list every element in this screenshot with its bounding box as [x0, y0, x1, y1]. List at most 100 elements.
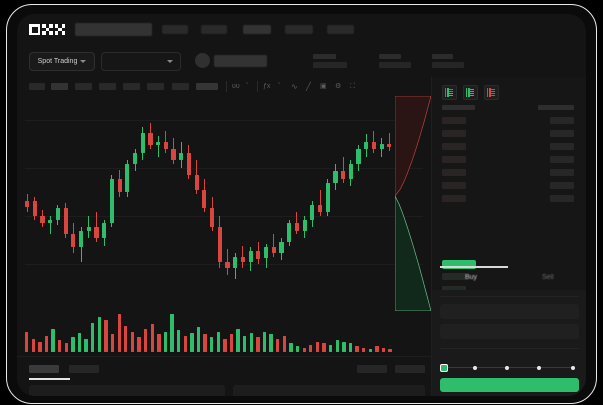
- orderbook-bid-row[interactable]: [442, 273, 466, 280]
- orderbook-ask-size: [550, 156, 574, 163]
- orders-tab-underline: [29, 378, 70, 380]
- settings-icon[interactable]: ⚙: [335, 83, 342, 90]
- volume-bar: [58, 340, 62, 352]
- tab-buy[interactable]: Buy: [465, 274, 478, 281]
- orderbook-ask-row[interactable]: [442, 169, 466, 176]
- orderbook-last-price: [442, 260, 476, 269]
- timeframe-2[interactable]: [51, 83, 68, 90]
- orders-tab-2[interactable]: [69, 365, 99, 373]
- price-field[interactable]: [440, 304, 579, 319]
- slider-step-75[interactable]: [537, 365, 541, 370]
- timeframe-6[interactable]: [147, 83, 164, 90]
- volume-bar: [355, 346, 359, 352]
- price-chart[interactable]: [17, 96, 431, 356]
- volume-bar: [381, 347, 386, 352]
- bottom-action-1[interactable]: [357, 365, 387, 373]
- orderbook-ask-row[interactable]: [442, 130, 466, 137]
- volume-bar: [84, 338, 88, 352]
- orderbook-ask-row[interactable]: [442, 143, 466, 150]
- timeframe-7[interactable]: [172, 83, 189, 90]
- line-tool-icon[interactable]: ∿: [291, 82, 298, 91]
- market-subheader: Spot Trading: [17, 45, 586, 77]
- bottom-card-right[interactable]: [233, 385, 425, 396]
- fullscreen-icon[interactable]: ⛶: [350, 83, 355, 90]
- buy-sell-tabs: Buy Sell: [432, 264, 586, 290]
- nav-item-3[interactable]: [243, 25, 271, 34]
- chart-type-icon[interactable]: ᴜᴜ: [232, 83, 240, 90]
- search-input[interactable]: [75, 23, 152, 36]
- tab-sell[interactable]: Sell: [542, 274, 554, 281]
- ticker-stat-2-label: [379, 54, 401, 59]
- orderbook-view-asks-icon[interactable]: [484, 85, 499, 100]
- market-type-dropdown[interactable]: Spot Trading: [29, 52, 95, 71]
- orderbook-view-bids-icon[interactable]: [463, 85, 478, 100]
- orderbook-ask-row[interactable]: [442, 156, 466, 163]
- volume-bar: [262, 331, 267, 352]
- bottom-card-left[interactable]: [29, 385, 225, 396]
- orderbook-ask-size: [550, 169, 574, 176]
- camera-icon[interactable]: ▣: [320, 83, 327, 90]
- timeframe-5[interactable]: [123, 83, 140, 90]
- volume-bar: [97, 316, 102, 352]
- chevron-down-icon: [80, 60, 87, 63]
- volume-bar: [137, 337, 141, 352]
- volume-bar: [276, 338, 280, 352]
- amount-field[interactable]: [440, 324, 579, 339]
- trade-form: [432, 290, 586, 396]
- ticker-stat-3-value: [432, 62, 464, 68]
- orderbook-ask-size: [550, 195, 574, 202]
- orders-tab-1[interactable]: [29, 365, 59, 373]
- top-navigation-bar: [17, 14, 586, 45]
- orderbook-view-both-icon[interactable]: [442, 85, 457, 100]
- orderbook-ask-size: [550, 130, 574, 137]
- slider-step-50[interactable]: [505, 365, 509, 370]
- volume-bar: [25, 331, 29, 352]
- ticker-stat-1-value: [313, 62, 347, 68]
- submit-buy-button[interactable]: [440, 378, 579, 392]
- volume-series: [25, 312, 395, 352]
- slider-step-100[interactable]: [571, 365, 575, 370]
- volume-bar: [368, 349, 372, 352]
- amount-percent-slider[interactable]: [440, 363, 579, 372]
- timeframe-3[interactable]: [75, 83, 92, 90]
- nav-item-4[interactable]: [285, 25, 313, 34]
- slider-knob[interactable]: [440, 364, 448, 372]
- depth-chart: [395, 96, 431, 311]
- volume-bar: [203, 334, 207, 352]
- chevron-down-icon: [167, 60, 173, 63]
- timeframe-more[interactable]: [196, 83, 218, 90]
- ticker-stat-3-label: [432, 54, 453, 59]
- timeframe-1[interactable]: [29, 83, 45, 90]
- chart-type-chevron-icon[interactable]: ˇ: [246, 83, 249, 90]
- orderbook-ask-row[interactable]: [442, 195, 466, 202]
- trading-pair-selector[interactable]: [101, 52, 181, 71]
- volume-bar: [348, 343, 353, 352]
- volume-bar: [190, 333, 194, 352]
- volume-bar: [71, 337, 75, 352]
- orderbook-trade-panel: Buy Sell: [431, 77, 586, 396]
- pencil-icon[interactable]: ╱: [306, 82, 311, 91]
- volume-bar: [110, 334, 115, 352]
- volume-bar: [183, 335, 187, 352]
- ticker-stat-1-label: [313, 54, 336, 59]
- slider-step-25[interactable]: [473, 365, 477, 370]
- orderbook-ask-row[interactable]: [442, 117, 466, 124]
- volume-bar: [295, 346, 300, 352]
- volume-bar: [51, 328, 55, 352]
- indicators-icon[interactable]: ƒx: [263, 83, 271, 90]
- nav-item-2[interactable]: [201, 25, 227, 34]
- indicators-chevron-icon[interactable]: ˇ: [278, 83, 281, 90]
- orderbook-bid-row[interactable]: [442, 286, 466, 293]
- volume-bar: [130, 331, 135, 352]
- ticker-stat-3: [432, 54, 464, 68]
- timeframe-4[interactable]: [99, 83, 116, 90]
- nav-item-1[interactable]: [162, 25, 188, 34]
- orderbook-ask-row[interactable]: [442, 182, 466, 189]
- volume-bar: [315, 341, 320, 352]
- volume-bar: [223, 338, 227, 352]
- bottom-action-2[interactable]: [395, 365, 425, 373]
- orderbook-ask-size: [550, 182, 574, 189]
- nav-item-5[interactable]: [327, 25, 354, 34]
- okx-logo[interactable]: [29, 24, 66, 35]
